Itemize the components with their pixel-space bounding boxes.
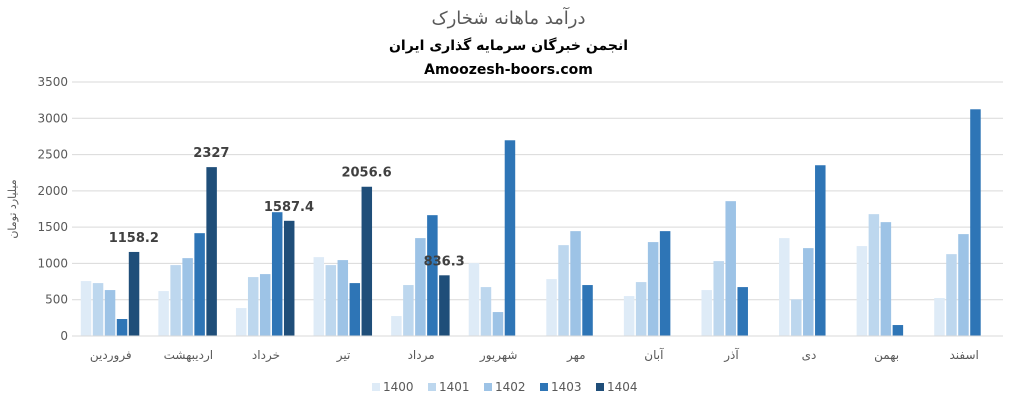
- bar-1402: [182, 258, 193, 336]
- bar-1400: [313, 257, 325, 336]
- bar-1403: [815, 165, 826, 336]
- bar-1400: [468, 263, 480, 336]
- legend-swatch-1400: [372, 383, 380, 391]
- bar-1403: [504, 140, 516, 336]
- bar-1400: [856, 246, 868, 336]
- bar-1402: [958, 234, 969, 336]
- y-tick-label: 500: [45, 293, 68, 307]
- bar-1403: [659, 231, 671, 336]
- y-tick-label: 3500: [37, 75, 68, 89]
- bar-1402: [415, 238, 426, 336]
- y-tick-label: 2500: [37, 148, 68, 162]
- chart-subtitle-website: Amoozesh-boors.com: [424, 62, 593, 78]
- bar-1400: [158, 291, 169, 336]
- y-tick-label: 3000: [37, 111, 68, 125]
- bar-1401: [480, 287, 492, 336]
- bar-1402: [647, 242, 659, 336]
- bar-1404: [206, 167, 217, 336]
- bar-1403: [271, 212, 283, 336]
- bar-1403: [427, 215, 438, 336]
- y-axis-label: میلیارد تومان: [6, 179, 19, 238]
- x-tick-label: آبان: [644, 347, 664, 362]
- legend-swatch-1402: [484, 383, 492, 391]
- bar-1401: [713, 261, 724, 336]
- bar-1404: [439, 275, 450, 336]
- bar-1401: [791, 299, 802, 336]
- bar-1404: [128, 251, 140, 336]
- bar-1402: [104, 290, 116, 336]
- bar-1403: [194, 233, 205, 336]
- data-label: 1158.2: [109, 231, 159, 246]
- bar-1402: [259, 274, 271, 336]
- legend-swatch-1403: [540, 383, 548, 391]
- bar-1403: [582, 285, 593, 336]
- data-label: 2327: [193, 146, 229, 161]
- bar-1401: [558, 245, 569, 336]
- bar-1401: [170, 265, 181, 336]
- bar-1403: [737, 287, 748, 336]
- bar-1402: [337, 260, 349, 336]
- bar-1400: [80, 281, 92, 336]
- x-tick-label: شهریور: [479, 348, 518, 363]
- x-tick-label: دی: [802, 348, 817, 362]
- x-tick-label: بهمن: [874, 348, 899, 363]
- bar-1400: [934, 298, 945, 336]
- data-label: 836.3: [424, 254, 465, 269]
- x-tick-label: آذر: [723, 347, 739, 363]
- x-tick-label: اردیبهشت: [164, 348, 213, 363]
- bar-1403: [892, 325, 904, 336]
- bar-1403: [349, 283, 361, 336]
- data-label: 2056.6: [341, 166, 391, 181]
- x-tick-label: فروردین: [90, 348, 132, 363]
- x-tick-label: مرداد: [408, 348, 435, 363]
- bar-1402: [880, 222, 892, 336]
- bar-1400: [235, 308, 247, 336]
- x-tick-label: خرداد: [252, 348, 280, 363]
- legend-swatch-1401: [428, 383, 436, 391]
- bar-1404: [361, 186, 373, 336]
- bar-1404: [283, 220, 295, 336]
- bar-1401: [247, 277, 259, 336]
- bar-1400: [701, 290, 712, 336]
- bar-1401: [868, 214, 880, 336]
- bar-1402: [492, 312, 504, 336]
- y-tick-label: 0: [60, 329, 68, 343]
- bar-1401: [946, 254, 957, 336]
- legend-label: 1400: [383, 380, 414, 394]
- y-tick-label: 1000: [37, 256, 68, 270]
- legend-label: 1402: [495, 380, 526, 394]
- legend-label: 1404: [607, 380, 638, 394]
- x-tick-label: مهر: [566, 348, 586, 363]
- chart-title: درآمد ماهانه شخارک: [431, 8, 586, 29]
- bar-1401: [635, 282, 647, 336]
- bar-1401: [92, 283, 104, 336]
- y-tick-label: 1500: [37, 220, 68, 234]
- chart-subtitle: انجمن خبرگان سرمایه گذاری ایران: [388, 38, 629, 54]
- bar-1400: [779, 238, 790, 336]
- bar-1403: [116, 319, 128, 336]
- bar-1401: [325, 265, 337, 336]
- bar-1400: [546, 279, 557, 336]
- bar-1402: [570, 231, 581, 336]
- x-tick-label: اسفند: [950, 348, 979, 362]
- legend-swatch-1404: [596, 383, 604, 391]
- data-label: 1587.4: [264, 200, 314, 215]
- bar-1400: [623, 296, 635, 336]
- bar-1403: [970, 109, 981, 336]
- bar-1400: [391, 316, 402, 336]
- x-tick-label: تیر: [336, 348, 351, 363]
- bar-1402: [725, 201, 736, 336]
- legend-label: 1401: [439, 380, 470, 394]
- y-tick-label: 2000: [37, 184, 68, 198]
- bar-1401: [403, 285, 414, 336]
- legend-label: 1403: [551, 380, 582, 394]
- bar-1402: [803, 248, 814, 336]
